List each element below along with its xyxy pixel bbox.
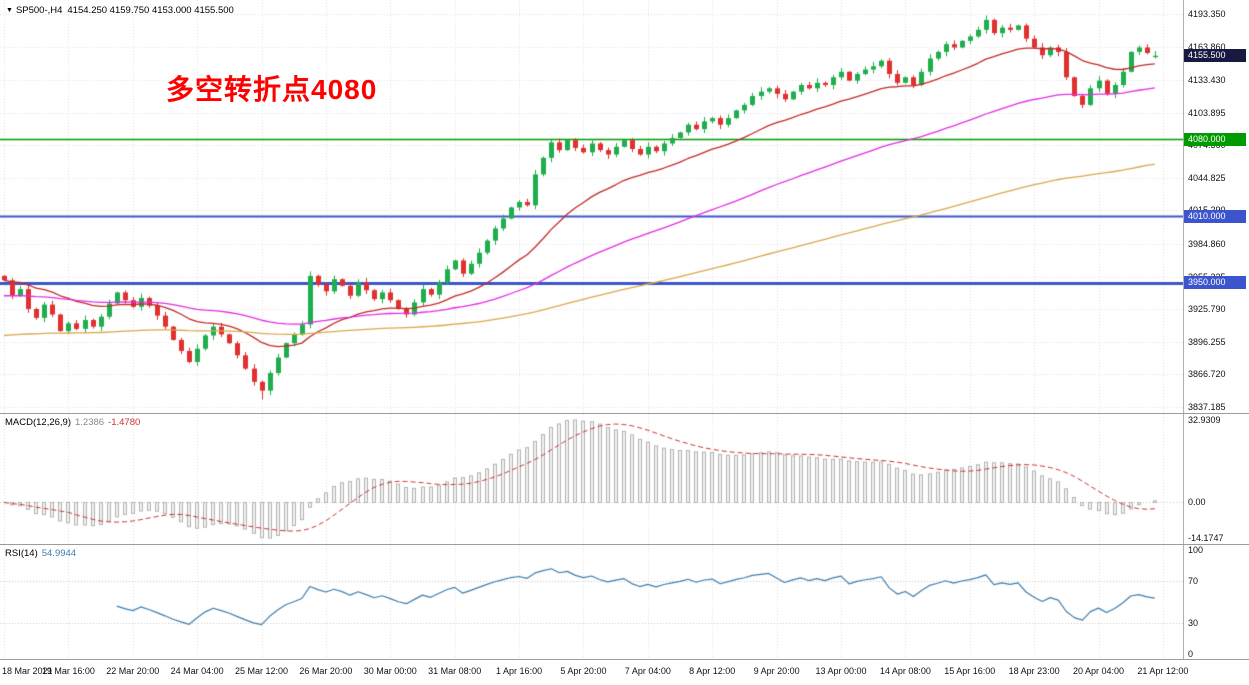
- chart-title: ▼ SP500-,H4 4154.250 4159.750 4153.000 415…: [6, 5, 234, 16]
- rsi-label: RSI(14) 54.9944: [5, 548, 76, 559]
- current-price-badge: 4155.500: [1184, 49, 1246, 63]
- time-axis-label: 15 Apr 16:00: [944, 666, 996, 676]
- price-chart-canvas[interactable]: [0, 0, 1183, 413]
- macd-axis-label: -14.1747: [1188, 533, 1224, 543]
- time-axis-label: 25 Mar 12:00: [235, 666, 289, 676]
- time-axis-label: 24 Mar 04:00: [170, 666, 224, 676]
- rsi-panel: 100 70 30 0 RSI(14) 54.9944: [0, 545, 1249, 660]
- level-price-badge: 4010.000: [1184, 209, 1246, 223]
- price-axis-label: 4103.895: [1188, 107, 1226, 118]
- macd-axis-label: 0.00: [1188, 497, 1206, 508]
- time-axis-label: 13 Apr 00:00: [815, 666, 867, 676]
- rsi-axis-label: 30: [1188, 617, 1199, 628]
- price-axis-label: 3896.255: [1188, 336, 1226, 347]
- time-axis-label: 14 Apr 08:00: [879, 666, 931, 676]
- time-axis-label: 20 Apr 04:00: [1072, 666, 1125, 676]
- time-axis-label: 1 Apr 16:00: [496, 666, 543, 676]
- price-axis-label: 4133.430: [1188, 75, 1226, 86]
- time-axis[interactable]: 18 Mar 2021 19 Mar 16:00 22 Mar 20:00 24 Ma…: [0, 660, 1249, 685]
- level-price-badge: 3950.000: [1184, 276, 1246, 290]
- price-axis-label: 3837.185: [1188, 402, 1226, 412]
- macd-axis[interactable]: 32.9309 0.00 -14.1747: [1183, 414, 1249, 544]
- rsi-axis-label: 70: [1188, 576, 1199, 587]
- annotation-text[interactable]: 多空转折点4080: [166, 74, 378, 105]
- rsi-name: RSI(14): [5, 548, 38, 559]
- macd-name: MACD(12,26,9): [5, 417, 71, 428]
- macd-value: 1.2386: [75, 417, 105, 428]
- macd-panel: 32.9309 0.00 -14.1747 MACD(12,26,9) 1.2386-…: [0, 414, 1249, 545]
- time-axis-label: 5 Apr 20:00: [560, 666, 607, 676]
- time-axis-label: 22 Mar 20:00: [106, 666, 160, 676]
- rsi-canvas[interactable]: [0, 545, 1183, 659]
- price-axis[interactable]: 4193.3504163.8604133.4304103.8954074.360…: [1183, 0, 1249, 413]
- macd-label: MACD(12,26,9) 1.2386 -1.4780: [5, 417, 140, 428]
- macd-signal-value: -1.4780: [108, 417, 141, 428]
- time-axis-label: 21 Apr 12:00: [1137, 666, 1189, 676]
- price-axis-label: 4193.350: [1188, 9, 1226, 19]
- price-axis-label: 4163.860: [1188, 41, 1226, 52]
- price-axis-label: 3866.720: [1188, 369, 1226, 380]
- rsi-axis[interactable]: 100 70 30 0: [1183, 545, 1249, 659]
- price-axis-label: 4044.825: [1188, 172, 1226, 183]
- price-axis-label: 3984.860: [1188, 239, 1226, 250]
- symbol-label: SP500-,H4: [15, 5, 63, 16]
- time-axis-label: 9 Apr 20:00: [753, 666, 800, 676]
- rsi-axis-label: 0: [1188, 649, 1194, 659]
- collapse-icon[interactable]: ▼: [6, 7, 13, 14]
- macd-canvas[interactable]: [0, 414, 1183, 544]
- time-axis-label: 18 Apr 23:00: [1008, 666, 1060, 676]
- macd-axis-label: 32.9309: [1188, 415, 1221, 425]
- time-axis-label: 7 Apr 04:00: [624, 666, 671, 676]
- rsi-value: 54.9944: [41, 548, 77, 559]
- time-axis-label: 18 Mar 2021: [2, 666, 53, 676]
- level-price-badge: 4080.000: [1184, 132, 1246, 146]
- price-axis-label: 3925.790: [1188, 304, 1226, 315]
- time-axis-label: 8 Apr 12:00: [689, 666, 736, 676]
- time-axis-label: 19 Mar 16:00: [41, 666, 95, 676]
- time-axis-label: 30 Mar 00:00: [363, 666, 417, 676]
- rsi-axis-label: 100: [1188, 545, 1204, 555]
- time-axis-label: 31 Mar 08:00: [428, 666, 482, 676]
- ohlc-values: 4154.250 4159.750 4153.000 4155.500: [67, 5, 234, 16]
- price-panel: 4193.3504163.8604133.4304103.8954074.360…: [0, 0, 1249, 414]
- time-axis-label: 26 Mar 20:00: [299, 666, 353, 676]
